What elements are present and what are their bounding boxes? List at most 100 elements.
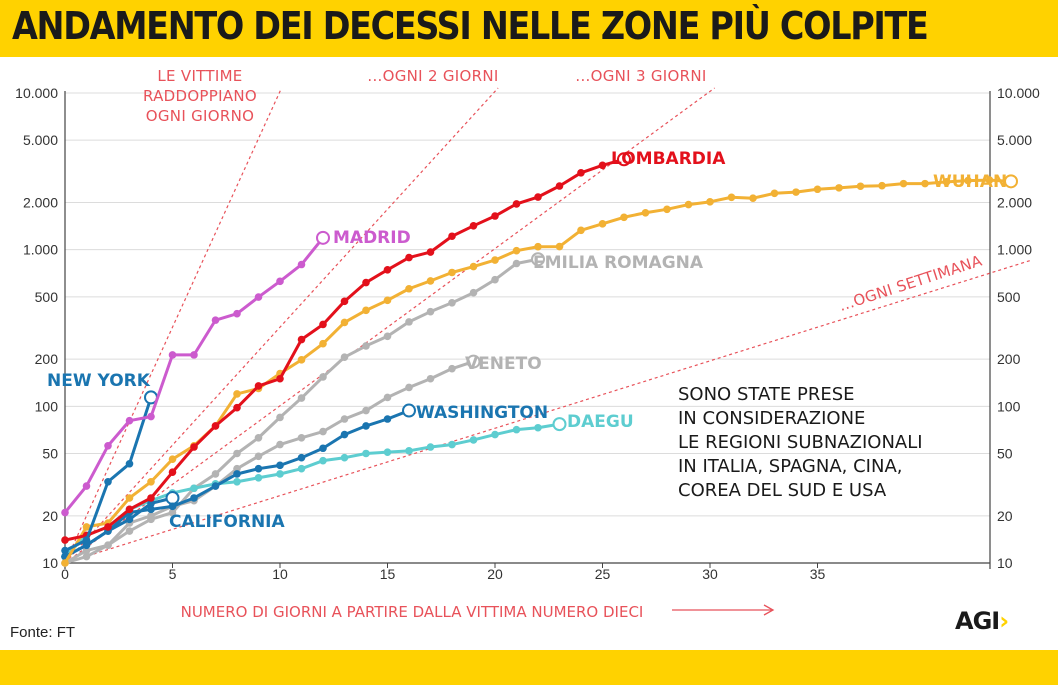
data-point bbox=[340, 430, 349, 439]
y-tick-label-right: 2.000 bbox=[997, 195, 1032, 211]
data-point bbox=[362, 422, 370, 430]
data-point bbox=[383, 393, 392, 402]
data-point bbox=[749, 194, 757, 203]
series-lombardia: LOMBARDIA bbox=[61, 149, 726, 544]
data-point bbox=[620, 213, 628, 222]
data-point bbox=[254, 382, 263, 390]
data-point bbox=[899, 179, 908, 188]
y-tick-label-right: 5.000 bbox=[997, 132, 1032, 148]
data-point bbox=[813, 185, 822, 194]
data-point bbox=[211, 470, 220, 478]
data-point bbox=[82, 552, 91, 561]
data-point bbox=[340, 353, 349, 361]
data-point bbox=[211, 422, 220, 430]
data-point bbox=[104, 441, 112, 450]
data-point bbox=[233, 477, 241, 486]
data-point bbox=[297, 356, 306, 364]
data-point bbox=[319, 373, 327, 381]
data-point bbox=[82, 482, 91, 490]
data-point bbox=[168, 455, 177, 463]
reference-label: ...OGNI 2 GIORNI bbox=[367, 67, 498, 85]
note-line: LE REGIONI SUBNAZIONALI bbox=[678, 432, 923, 453]
reference-label: RADDOPPIANO bbox=[143, 87, 257, 105]
data-point bbox=[555, 182, 564, 190]
data-point bbox=[319, 339, 327, 348]
data-point bbox=[362, 278, 370, 287]
data-point bbox=[469, 436, 478, 444]
y-tick-label-left: 1.000 bbox=[23, 242, 58, 258]
data-point bbox=[985, 176, 994, 184]
x-tick-label: 30 bbox=[702, 566, 718, 582]
data-point bbox=[104, 477, 112, 486]
series-emilia-romagna: EMILIA ROMAGNA bbox=[61, 252, 704, 567]
data-point bbox=[61, 546, 69, 555]
reference-label: ...OGNI SETTIMANA bbox=[837, 251, 985, 314]
x-tick-label: 15 bbox=[380, 566, 396, 582]
series-end-marker bbox=[466, 354, 481, 369]
series-label: CALIFORNIA bbox=[169, 512, 285, 532]
data-point bbox=[297, 394, 306, 402]
data-point bbox=[448, 268, 456, 277]
data-point bbox=[383, 448, 392, 456]
x-tick-label: 5 bbox=[169, 566, 177, 582]
series-veneto: VENETO bbox=[61, 354, 542, 567]
series-california: CALIFORNIA bbox=[61, 490, 285, 561]
y-tick-label-right: 200 bbox=[997, 351, 1021, 367]
y-tick-label-right: 20 bbox=[997, 508, 1013, 524]
y-tick-label-right: 500 bbox=[997, 289, 1021, 305]
reference-line-doubling bbox=[64, 87, 499, 564]
reference-label: ...OGNI 3 GIORNI bbox=[575, 67, 706, 85]
data-point bbox=[82, 546, 91, 555]
series-label: LOMBARDIA bbox=[611, 149, 726, 169]
y-tick-label-right: 100 bbox=[997, 398, 1021, 414]
series-end-marker bbox=[1004, 174, 1018, 189]
data-point bbox=[383, 265, 392, 274]
y-tick-label-left: 5.000 bbox=[23, 132, 58, 148]
data-point bbox=[125, 416, 134, 425]
data-point bbox=[448, 298, 456, 307]
series-end-marker bbox=[316, 230, 330, 245]
data-point bbox=[61, 508, 69, 517]
data-point bbox=[491, 275, 499, 284]
data-point bbox=[190, 351, 198, 359]
data-point bbox=[125, 494, 134, 502]
data-point bbox=[276, 461, 284, 470]
x-tick-label: 35 bbox=[810, 566, 826, 582]
data-point bbox=[147, 494, 155, 502]
data-point bbox=[577, 168, 585, 177]
data-point bbox=[706, 198, 714, 206]
series-new-york: NEW YORK bbox=[47, 371, 158, 555]
data-point bbox=[426, 307, 435, 316]
data-point bbox=[512, 425, 521, 434]
data-point bbox=[254, 433, 263, 442]
data-point bbox=[512, 200, 521, 208]
data-point bbox=[190, 484, 198, 493]
series-label: MADRID bbox=[333, 228, 411, 248]
series-madrid: MADRID bbox=[61, 228, 411, 517]
data-point bbox=[254, 452, 263, 461]
data-point bbox=[426, 277, 435, 285]
note-line: IN ITALIA, SPAGNA, CINA, bbox=[678, 456, 902, 477]
data-point bbox=[276, 277, 284, 286]
data-point bbox=[61, 559, 69, 567]
note-line: COREA DEL SUD E USA bbox=[678, 480, 887, 501]
y-tick-label-left: 10.000 bbox=[15, 85, 58, 101]
data-point bbox=[684, 200, 693, 209]
data-point bbox=[491, 256, 499, 264]
series-washington: WASHINGTON bbox=[61, 403, 548, 561]
data-point bbox=[125, 505, 134, 514]
data-point bbox=[426, 248, 435, 256]
data-point bbox=[297, 453, 306, 462]
source-note: Fonte: FT bbox=[10, 624, 76, 641]
x-tick-label: 0 bbox=[61, 566, 69, 582]
data-point bbox=[362, 306, 370, 315]
data-point bbox=[835, 184, 843, 192]
x-tick-label: 20 bbox=[487, 566, 503, 582]
data-point bbox=[534, 242, 542, 251]
data-point bbox=[964, 176, 972, 185]
data-point bbox=[168, 502, 177, 511]
data-point bbox=[190, 443, 198, 451]
series-label: VENETO bbox=[465, 354, 542, 374]
data-point bbox=[233, 309, 241, 318]
